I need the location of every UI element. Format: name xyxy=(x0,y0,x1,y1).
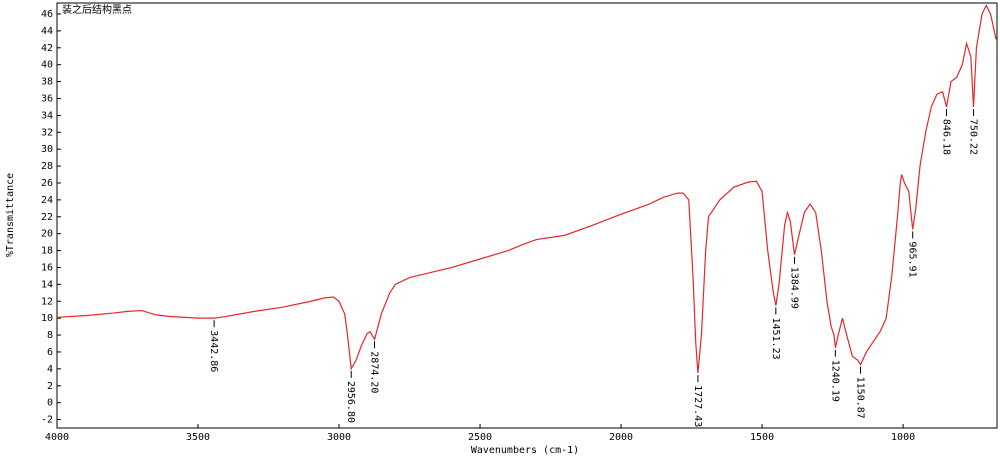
peak-label: 1451.23 xyxy=(770,317,781,359)
y-tick-label: 38 xyxy=(41,77,53,88)
y-axis-label: %Transmittance xyxy=(5,173,16,257)
peak-label: 3442.86 xyxy=(208,330,219,372)
y-tick-label: 46 xyxy=(41,9,53,20)
y-tick-label: 8 xyxy=(47,330,53,341)
x-tick-label: 3000 xyxy=(327,432,351,443)
chart-title: 装之后结构黑点 xyxy=(62,3,132,16)
x-tick-label: 1000 xyxy=(891,432,915,443)
y-tick-label: 14 xyxy=(41,279,53,290)
x-tick-label: 3500 xyxy=(186,432,210,443)
y-tick-label: 2 xyxy=(47,381,53,392)
peak-label: 2956.80 xyxy=(345,381,356,423)
y-tick-label: 10 xyxy=(41,313,53,324)
y-tick-label: 44 xyxy=(41,26,53,37)
x-tick-label: 1500 xyxy=(750,432,774,443)
peak-label: 846.18 xyxy=(940,119,951,155)
y-tick-label: 28 xyxy=(41,161,53,172)
y-tick-label: 22 xyxy=(41,212,53,223)
y-tick-label: 26 xyxy=(41,178,53,189)
y-tick-label: 36 xyxy=(41,93,53,104)
y-tick-label: 30 xyxy=(41,144,53,155)
y-tick-label: 32 xyxy=(41,127,53,138)
y-tick-label: 42 xyxy=(41,43,53,54)
peak-label: 750.22 xyxy=(968,119,979,155)
y-tick-label: 4 xyxy=(47,364,53,375)
y-tick-label: 0 xyxy=(47,398,53,409)
peak-label: 1240.19 xyxy=(829,360,840,402)
peak-label: 965.91 xyxy=(907,241,918,277)
spectrum-line xyxy=(56,4,997,374)
x-tick-label: 2000 xyxy=(609,432,633,443)
y-tick-label: 6 xyxy=(47,347,53,358)
y-tick-label: -2 xyxy=(41,415,53,426)
peak-label: 2874.20 xyxy=(369,351,380,393)
x-tick-label: 2500 xyxy=(468,432,492,443)
y-tick-label: 20 xyxy=(41,229,53,240)
y-tick-label: 24 xyxy=(41,195,53,206)
y-tick-label: 34 xyxy=(41,110,53,121)
y-tick-label: 40 xyxy=(41,60,53,71)
peak-label: 1384.99 xyxy=(789,267,800,309)
plot-frame xyxy=(56,2,998,429)
peak-label: 1150.87 xyxy=(855,377,866,419)
x-axis-label: Wavenumbers (cm-1) xyxy=(471,445,579,456)
x-tick-label: 4000 xyxy=(45,432,69,443)
y-tick-label: 12 xyxy=(41,296,53,307)
peak-label: 1727.43 xyxy=(692,385,703,427)
y-tick-label: 18 xyxy=(41,246,53,257)
y-tick-label: 16 xyxy=(41,262,53,273)
